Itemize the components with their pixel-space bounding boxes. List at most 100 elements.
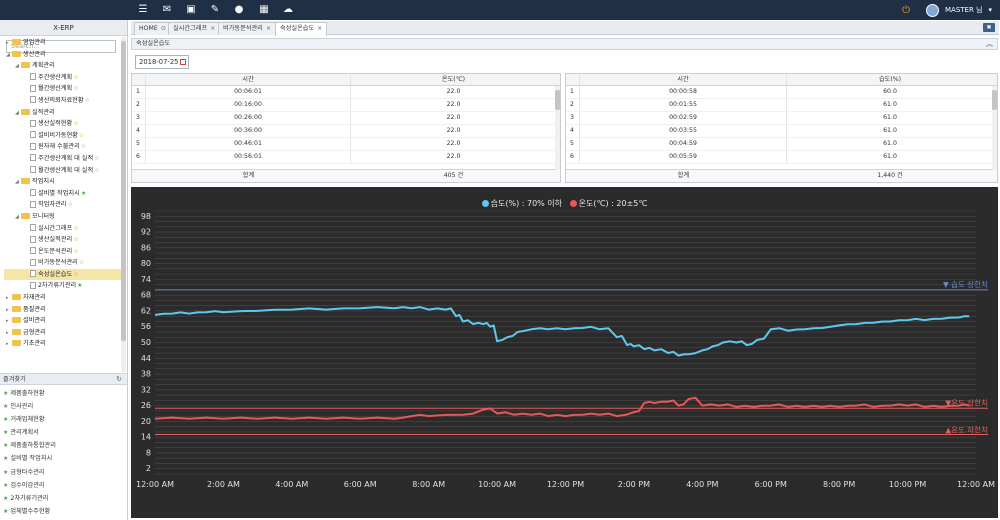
column-header[interactable]: 시간 [146, 74, 351, 85]
expand-down-icon[interactable]: ◢ [15, 179, 19, 186]
grid-scrollbar[interactable] [555, 86, 560, 170]
favorite-item[interactable]: ★ 제품출하통합관리 [3, 439, 121, 452]
sidebar-item[interactable]: ▸ 설비관리 [4, 315, 122, 327]
favorite-item[interactable]: ★ 제품출하현황 [3, 387, 121, 400]
table-row[interactable]: 4 00:36:00 22.0 [132, 125, 560, 138]
sidebar-item[interactable]: 월간생산계획☆ [4, 83, 122, 95]
sidebar-item[interactable]: 원자재 수불관리☆ [4, 141, 122, 153]
favorite-star-icon[interactable]: ★ [77, 282, 83, 290]
sidebar-item[interactable]: 실시간그래프☆ [4, 223, 122, 235]
sidebar-item[interactable]: 작업자관리☆ [4, 199, 122, 211]
favorite-star-icon[interactable]: ☆ [94, 166, 100, 174]
expand-down-icon[interactable]: ◢ [15, 109, 19, 116]
collapse-icon[interactable]: ︽ [986, 40, 993, 48]
menu-icon[interactable]: ☰ [138, 4, 148, 15]
tab-close-icon[interactable]: × [265, 25, 272, 32]
series-line-humidity[interactable] [154, 306, 970, 357]
favorite-item[interactable]: ★ 금형타수관리 [3, 466, 121, 479]
tab-close-icon[interactable]: ⊙ [160, 25, 166, 32]
sidebar-item[interactable]: 숙성실온습도☆ [4, 268, 122, 281]
favorite-star-icon[interactable]: ☆ [94, 154, 100, 162]
favorite-star-icon[interactable]: ☆ [73, 120, 79, 128]
sidebar-item[interactable]: ◢ 모니터링 [4, 211, 122, 223]
tab-2[interactable]: 비가동분석관리 × [218, 22, 277, 35]
sidebar-item[interactable]: ▸ 기초관리 [4, 338, 122, 350]
expand-right-icon[interactable]: ▸ [6, 341, 9, 348]
edit-icon[interactable]: ✎ [210, 4, 220, 15]
expand-right-icon[interactable]: ▸ [6, 40, 9, 46]
favorite-star-icon[interactable]: ☆ [80, 143, 87, 151]
table-row[interactable]: 6 00:56:01 22.0 [132, 151, 560, 164]
sidebar-item[interactable]: ▸ 금형관리 [4, 327, 122, 339]
favorite-star-icon[interactable]: ☆ [73, 247, 79, 255]
favorite-star-icon[interactable]: ☆ [73, 224, 79, 232]
expand-right-icon[interactable]: ▸ [6, 329, 9, 336]
expand-down-icon[interactable]: ◢ [15, 63, 19, 70]
table-row[interactable]: 1 00:00:58 60.0 [566, 86, 997, 99]
sidebar-item[interactable]: 2차가류기관리★ [4, 280, 122, 292]
favorite-item[interactable]: ★ 설비별 작업지시 [3, 452, 121, 465]
sidebar-item[interactable]: 비가동분석관리☆ [4, 257, 122, 269]
favorite-star-icon[interactable]: ☆ [78, 131, 85, 139]
sidebar-item[interactable]: 생산실적현황☆ [4, 118, 122, 130]
favorite-item[interactable]: ★ 거래업체현황 [3, 413, 121, 426]
date-field[interactable]: 2018-07-25 [135, 55, 189, 69]
sidebar-item[interactable]: ◢ 작업지시 [4, 176, 122, 188]
sidebar-item[interactable]: ▸ 품질관리 [4, 304, 122, 316]
favorite-item[interactable]: ★ 인사관리 [3, 400, 121, 413]
avatar[interactable] [925, 3, 939, 17]
chat-icon[interactable]: ● [234, 4, 244, 15]
table-row[interactable]: 5 00:04:59 61.0 [566, 138, 997, 151]
tab-1[interactable]: 실시간그래프 × [168, 22, 221, 35]
sidebar-item[interactable]: 설비별 작업지시★ [4, 188, 122, 200]
chevron-down-icon[interactable]: ▾ [988, 6, 992, 14]
favorite-star-icon[interactable]: ☆ [67, 201, 73, 209]
user-name[interactable]: MASTER 님 [944, 6, 983, 14]
series-line-temperature[interactable] [154, 396, 970, 420]
sidebar-item[interactable]: ◢ 실적관리 [4, 107, 122, 119]
sidebar-item[interactable]: 설비비가동현황☆ [4, 130, 122, 142]
expand-right-icon[interactable]: ▸ [6, 306, 9, 313]
expand-right-icon[interactable]: ▸ [6, 318, 9, 325]
sidebar-item[interactable]: ◢ 계획관리 [4, 60, 122, 72]
column-header[interactable]: 온도(℃) [441, 76, 466, 83]
power-icon[interactable]: ⏻ [902, 4, 910, 16]
favorite-star-icon[interactable]: ☆ [78, 259, 85, 267]
favorite-item[interactable]: ★ 관리계획서 [3, 426, 121, 439]
sidebar-scrollbar[interactable] [121, 37, 126, 372]
expand-down-icon[interactable]: ◢ [15, 213, 19, 220]
sidebar-item[interactable]: 생산의뢰자료현황☆ [4, 95, 122, 107]
legend-item-humidity[interactable]: 습도(%) : 70% 이하 [481, 199, 562, 208]
sidebar-item[interactable]: 온도분석관리☆ [4, 246, 122, 258]
tab-3[interactable]: 숙성실온습도 × [275, 22, 328, 36]
id-card-icon[interactable]: ▣ [186, 4, 196, 15]
column-header[interactable]: 시간 [580, 74, 787, 85]
expand-down-icon[interactable]: ◢ [6, 51, 10, 58]
favorite-star-icon[interactable]: ☆ [84, 96, 90, 104]
cloud-icon[interactable]: ☁ [283, 4, 293, 15]
scrollbar-thumb[interactable] [121, 41, 126, 341]
tab-close-icon[interactable]: × [317, 25, 323, 32]
table-row[interactable]: 3 00:02:59 61.0 [566, 112, 997, 125]
favorite-star-icon[interactable]: ☆ [73, 73, 79, 81]
refresh-icon[interactable]: ↻ [116, 375, 122, 383]
favorite-star-icon[interactable]: ☆ [73, 236, 79, 244]
table-row[interactable]: 4 00:03:55 61.0 [566, 125, 997, 138]
sidebar-item[interactable]: 생산실적관리☆ [4, 234, 122, 246]
calendar-icon[interactable]: ▦ [259, 4, 269, 15]
favorite-star-icon[interactable]: ★ [80, 189, 87, 197]
column-header[interactable]: 습도(%) [878, 76, 902, 83]
grid-scrollbar[interactable] [992, 86, 997, 170]
table-row[interactable]: 5 00:46:01 22.0 [132, 138, 560, 151]
sidebar-item[interactable]: 월간생산계획 대 실적☆ [4, 165, 122, 177]
legend-item-temperature[interactable]: 온도(℃) : 20±5℃ [569, 199, 647, 208]
table-row[interactable]: 6 00:05:59 61.0 [566, 151, 997, 164]
sidebar-item[interactable]: ◢ 생산관리 [4, 49, 122, 61]
search-input[interactable]: Search... [6, 40, 116, 53]
favorite-item[interactable]: ★ 업체별수주현황 [3, 505, 121, 518]
scrollbar-thumb[interactable] [555, 90, 560, 110]
favorite-star-icon[interactable]: ☆ [73, 85, 79, 93]
mail-icon[interactable]: ✉ [162, 4, 172, 15]
table-row[interactable]: 1 00:06:01 22.0 [132, 86, 560, 99]
sidebar-item[interactable]: ▸ 자재관리 [4, 292, 122, 304]
